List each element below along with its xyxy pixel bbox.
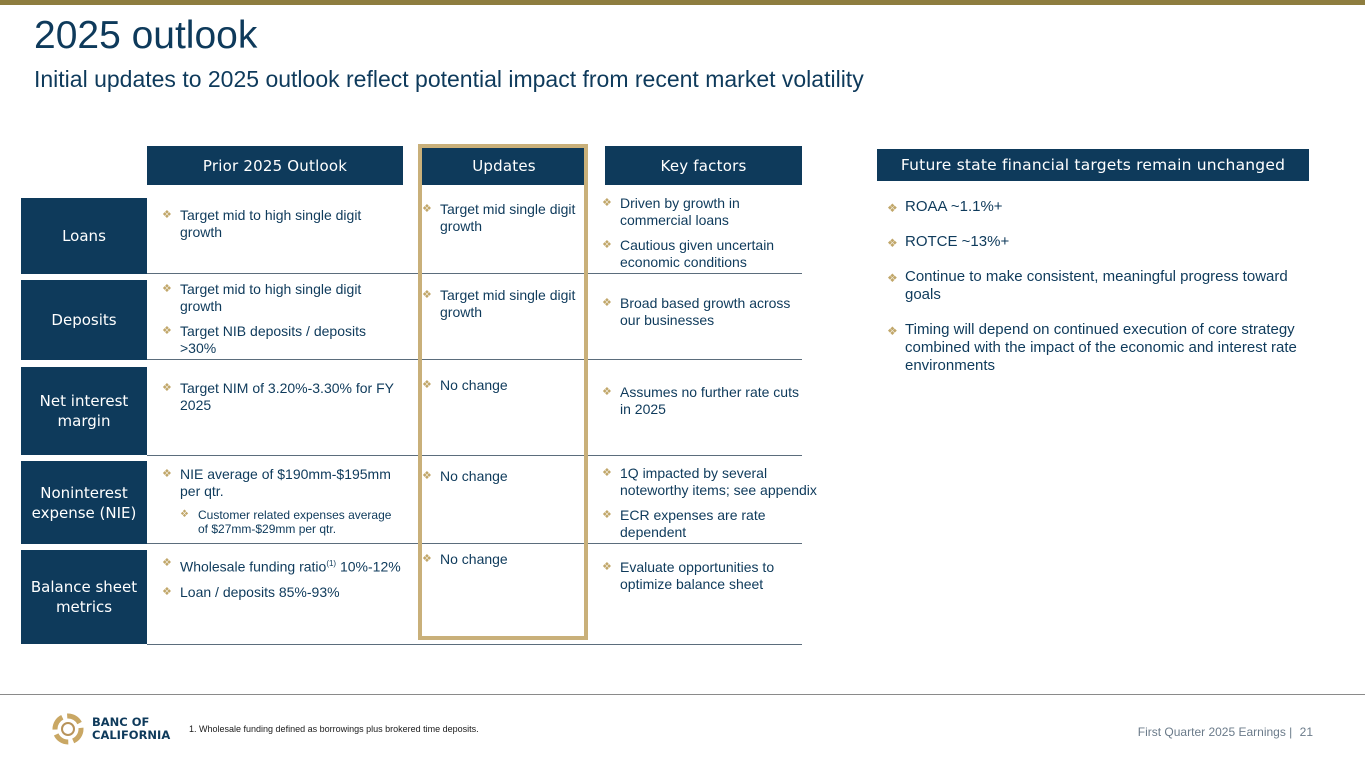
- list-item: Driven by growth in commercial loans: [602, 195, 807, 229]
- factors-cell-nim: Assumes no further rate cuts in 2025: [602, 384, 807, 426]
- list-item: NIE average of $190mm-$195mm per qtr.: [162, 466, 402, 500]
- updates-highlight-box: [418, 144, 588, 640]
- row-label-loans: Loans: [21, 198, 147, 274]
- row-divider: [147, 455, 802, 456]
- company-logo: BANC OF CALIFORNIA: [51, 712, 170, 746]
- list-item: ROTCE ~13%+: [887, 233, 1297, 252]
- page-info: First Quarter 2025 Earnings | 21: [1138, 725, 1313, 739]
- prior-cell-loans: Target mid to high single digit growth: [162, 207, 392, 249]
- list-item: 1Q impacted by several noteworthy items;…: [602, 465, 827, 499]
- footnote-ref: (1): [326, 559, 337, 568]
- row-divider: [147, 543, 802, 544]
- list-item: ROAA ~1.1%+: [887, 198, 1297, 217]
- list-item: Evaluate opportunities to optimize balan…: [602, 559, 807, 593]
- list-item: No change: [422, 377, 584, 394]
- list-item: Wholesale funding ratio(1) 10%-12%: [162, 555, 412, 576]
- list-item: Target mid single digit growth: [422, 287, 584, 321]
- list-item: Timing will depend on continued executio…: [887, 321, 1297, 375]
- list-item: Target NIM of 3.20%-3.30% for FY 2025: [162, 380, 402, 414]
- list-item: ECR expenses are rate dependent: [602, 507, 827, 541]
- prior-cell-nie: NIE average of $190mm-$195mm per qtr. Cu…: [162, 466, 402, 544]
- prior-cell-deposits: Target mid to high single digit growth T…: [162, 281, 392, 365]
- header-future-state: Future state financial targets remain un…: [877, 149, 1309, 181]
- list-item: Cautious given uncertain economic condit…: [602, 237, 807, 271]
- updates-cell-deposits: Target mid single digit growth: [422, 287, 584, 329]
- list-item: Target mid to high single digit growth: [162, 281, 392, 315]
- list-item: Target mid to high single digit growth: [162, 207, 392, 241]
- header-prior-outlook: Prior 2025 Outlook: [147, 146, 403, 185]
- page-number: 21: [1299, 725, 1313, 739]
- prior-cell-nim: Target NIM of 3.20%-3.30% for FY 2025: [162, 380, 402, 422]
- footnote: 1. Wholesale funding defined as borrowin…: [189, 724, 479, 734]
- row-divider: [147, 273, 802, 274]
- row-label-noninterest-expense: Noninterest expense (NIE): [21, 461, 147, 544]
- wholesale-funding-value: 10%-12%: [336, 558, 401, 575]
- header-key-factors: Key factors: [605, 146, 802, 185]
- row-label-deposits: Deposits: [21, 280, 147, 360]
- row-label-balance-sheet: Balance sheet metrics: [21, 550, 147, 644]
- factors-cell-loans: Driven by growth in commercial loans Cau…: [602, 195, 807, 279]
- updates-cell-nie: No change: [422, 468, 584, 493]
- list-item: Target NIB deposits / deposits >30%: [162, 323, 392, 357]
- list-item: Continue to make consistent, meaningful …: [887, 268, 1297, 304]
- page-subtitle: Initial updates to 2025 outlook reflect …: [34, 66, 864, 92]
- wholesale-funding-label: Wholesale funding ratio: [180, 558, 327, 575]
- list-item: Customer related expenses average of $27…: [180, 508, 402, 536]
- prior-cell-balance-sheet: Wholesale funding ratio(1) 10%-12% Loan …: [162, 555, 412, 609]
- future-targets-list: ROAA ~1.1%+ ROTCE ~13%+ Continue to make…: [887, 198, 1297, 392]
- header-updates: Updates: [422, 146, 586, 185]
- factors-cell-balance-sheet: Evaluate opportunities to optimize balan…: [602, 559, 807, 601]
- top-accent-bar: [0, 0, 1365, 5]
- updates-cell-loans: Target mid single digit growth: [422, 201, 584, 243]
- list-item: Broad based growth across our businesses: [602, 295, 807, 329]
- logo-line-1: BANC OF: [92, 715, 150, 729]
- logo-line-2: CALIFORNIA: [92, 728, 171, 742]
- list-item: No change: [422, 468, 584, 485]
- list-item: No change: [422, 551, 584, 568]
- logo-wordmark: BANC OF CALIFORNIA: [92, 716, 170, 742]
- logo-mark-icon: [52, 713, 84, 745]
- row-label-net-interest-margin: Net interest margin: [21, 367, 147, 455]
- row-divider: [147, 359, 802, 360]
- factors-cell-nie: 1Q impacted by several noteworthy items;…: [602, 465, 827, 549]
- row-divider: [147, 644, 802, 645]
- list-item: Assumes no further rate cuts in 2025: [602, 384, 807, 418]
- factors-cell-deposits: Broad based growth across our businesses: [602, 295, 807, 337]
- page-label: First Quarter 2025 Earnings |: [1137, 725, 1293, 739]
- list-item: Target mid single digit growth: [422, 201, 584, 235]
- updates-cell-nim: No change: [422, 377, 584, 402]
- page-title: 2025 outlook: [34, 14, 258, 57]
- footer-divider: [0, 694, 1365, 695]
- updates-cell-balance-sheet: No change: [422, 551, 584, 576]
- list-item: Loan / deposits 85%-93%: [162, 584, 412, 601]
